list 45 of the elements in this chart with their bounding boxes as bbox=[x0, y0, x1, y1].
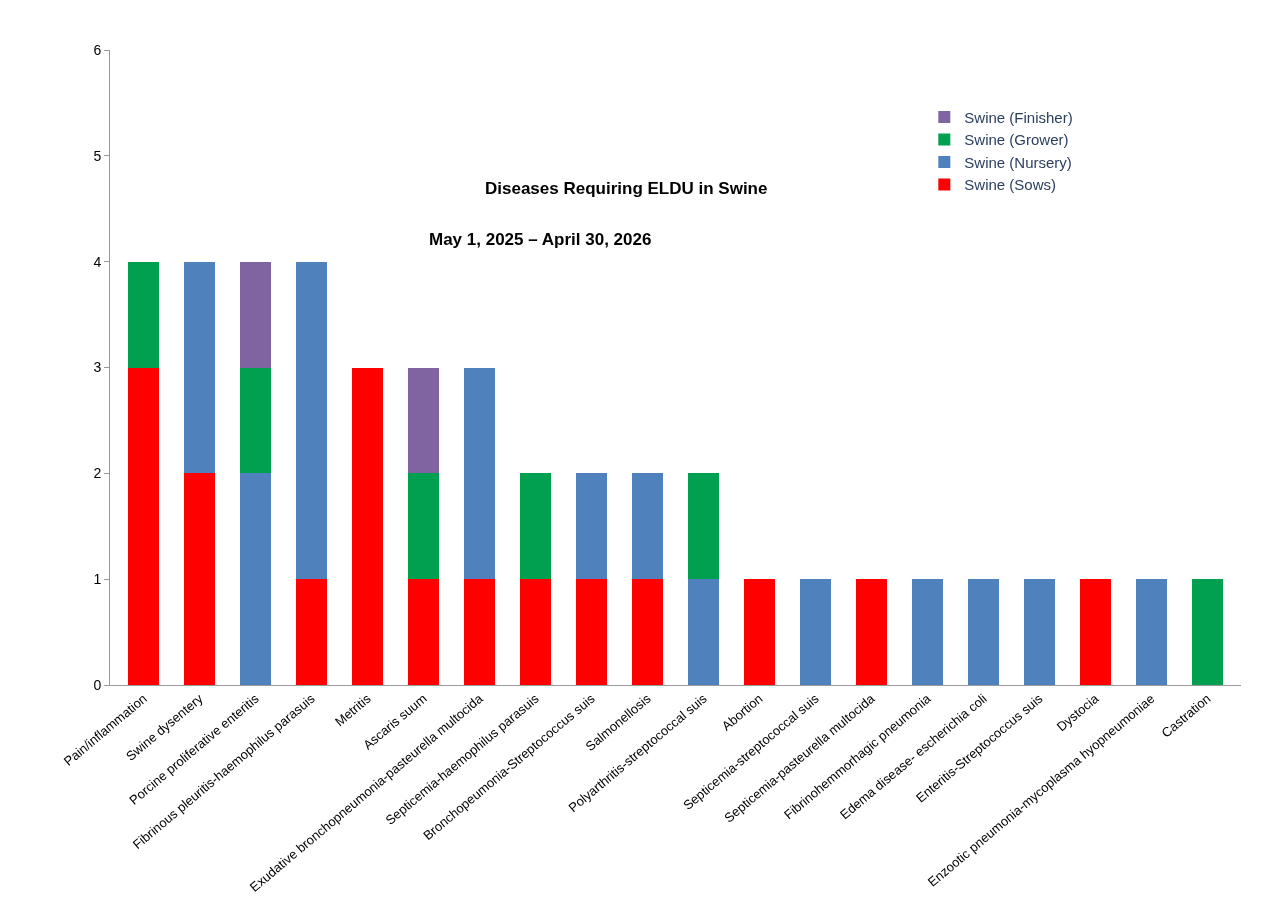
bar bbox=[296, 579, 327, 685]
legend-label: Swine (Grower) bbox=[964, 131, 1069, 149]
bar bbox=[520, 473, 551, 580]
bar bbox=[968, 579, 999, 685]
bar bbox=[1024, 579, 1055, 685]
bar bbox=[240, 473, 271, 685]
y-tick-label: 3 bbox=[93, 359, 102, 376]
y-tick-label: 5 bbox=[93, 147, 102, 164]
bar bbox=[240, 367, 271, 474]
bar bbox=[464, 367, 495, 580]
bar bbox=[408, 579, 439, 685]
legend-label: Swine (Sows) bbox=[964, 176, 1057, 194]
text: May 1, 2025 – April 30, 2026 bbox=[429, 230, 652, 249]
bar bbox=[688, 473, 719, 580]
legend-label: Swine (Finisher) bbox=[964, 108, 1073, 126]
bar bbox=[576, 473, 607, 580]
y-tick-label: 2 bbox=[93, 465, 102, 482]
bar bbox=[520, 579, 551, 685]
bar bbox=[576, 579, 607, 685]
bar bbox=[744, 579, 775, 685]
y-tick-label: 4 bbox=[93, 253, 102, 270]
bar bbox=[464, 579, 495, 685]
y-tick-label: 1 bbox=[93, 571, 102, 588]
bar bbox=[1136, 579, 1167, 685]
text: Diseases Requiring ELDU in Swine bbox=[485, 179, 768, 198]
bar bbox=[632, 579, 663, 685]
bar bbox=[184, 261, 215, 474]
bar bbox=[912, 579, 943, 685]
bar bbox=[688, 579, 719, 685]
bar bbox=[856, 579, 887, 685]
legend-label: Swine (Nursery) bbox=[964, 153, 1072, 171]
bar bbox=[184, 473, 215, 685]
bar bbox=[128, 261, 159, 368]
bar bbox=[352, 367, 383, 685]
bar bbox=[408, 367, 439, 474]
bar bbox=[632, 473, 663, 580]
bar bbox=[1192, 579, 1223, 685]
bar bbox=[408, 473, 439, 580]
bar bbox=[128, 367, 159, 685]
bar bbox=[800, 579, 831, 685]
y-tick-label: 6 bbox=[93, 41, 102, 58]
bar bbox=[240, 261, 271, 368]
bar bbox=[296, 261, 327, 580]
y-tick-label: 0 bbox=[93, 676, 102, 693]
bar bbox=[1080, 579, 1111, 685]
